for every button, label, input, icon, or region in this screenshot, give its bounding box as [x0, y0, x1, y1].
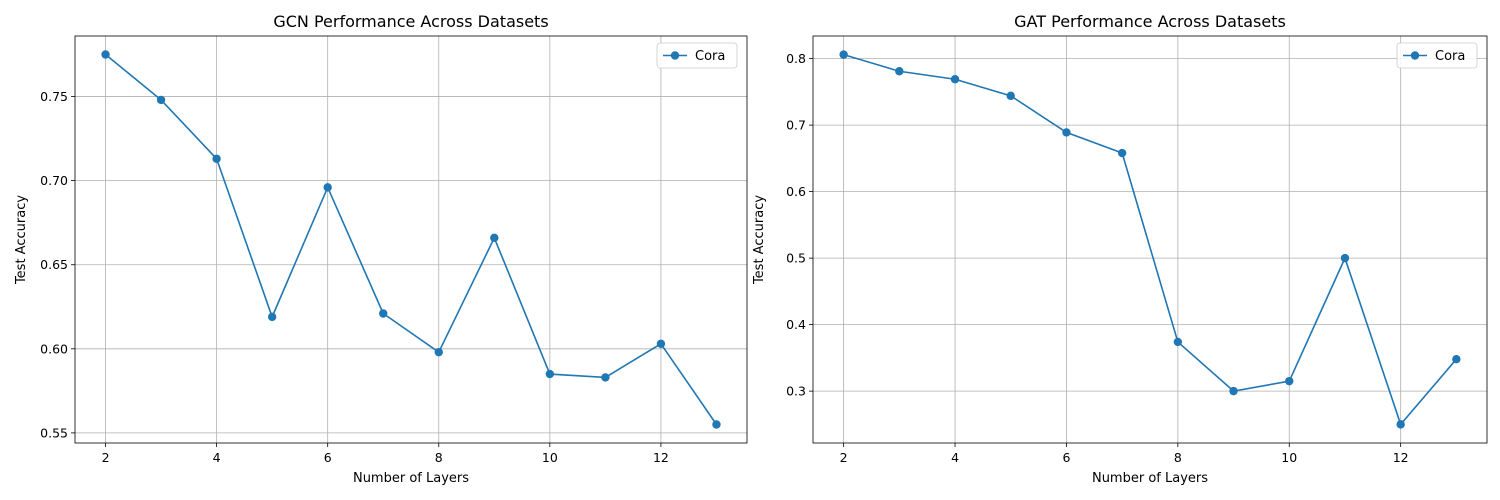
data-point [1285, 376, 1294, 386]
plot-frame [812, 35, 1488, 444]
data-point [545, 369, 555, 379]
x-tick-label: 10 [542, 450, 558, 465]
x-tick-label: 8 [1174, 450, 1182, 465]
plot-frame [74, 35, 748, 444]
legend-box [656, 42, 738, 69]
y-tick-label: 0.3 [786, 384, 806, 399]
x-tick-label: 12 [1393, 450, 1409, 465]
y-tick-label: 0.75 [40, 89, 68, 104]
x-tick-label: 2 [102, 450, 110, 465]
x-tick-label: 8 [435, 450, 443, 465]
data-point [712, 420, 721, 429]
y-axis-label: Test Accuracy [752, 195, 767, 285]
y-tick-label: 0.70 [40, 173, 68, 188]
data-point [895, 67, 904, 76]
x-axis-label: Number of Layers [1092, 471, 1208, 486]
y-tick-label: 0.4 [786, 317, 806, 332]
x-tick-label: 12 [653, 450, 669, 465]
x-tick-label: 4 [213, 450, 221, 465]
data-point [156, 95, 166, 105]
legend-marker [670, 51, 680, 60]
y-tick-label: 0.7 [786, 118, 806, 133]
data-point [101, 50, 110, 59]
data-point [1062, 128, 1071, 137]
y-tick-label: 0.6 [786, 184, 806, 199]
data-point [323, 183, 332, 192]
y-tick-label: 0.5 [786, 251, 806, 266]
legend-label: Cora [695, 49, 725, 64]
x-axis-label: Number of Layers [353, 471, 469, 486]
data-point [1006, 91, 1015, 101]
data-point [1117, 148, 1127, 158]
y-tick-label: 0.8 [786, 51, 806, 66]
data-point [267, 312, 277, 322]
data-point [1340, 253, 1350, 263]
data-point [601, 373, 610, 382]
y-tick-label: 0.65 [40, 257, 68, 272]
data-point [839, 50, 848, 59]
x-tick-label: 2 [840, 450, 848, 465]
chart-gat: GAT Performance Across Datasets 2 4 6 8 10 12 0… [752, 12, 1488, 486]
chart-gcn: GCN Performance Across Datasets 2 4 6 8 10 12 0… [14, 12, 748, 486]
series-line [105, 53, 718, 425]
data-point [379, 309, 388, 318]
chart-title: GCN Performance Across Datasets [273, 12, 548, 31]
data-point [1173, 337, 1183, 347]
y-axis-label: Test Accuracy [14, 195, 29, 285]
x-tick-label: 6 [1062, 450, 1070, 465]
y-tick-label: 0.60 [40, 341, 68, 356]
data-point [656, 339, 666, 348]
series-line [843, 53, 1457, 426]
legend-marker [1410, 51, 1420, 60]
legend-label: Cora [1435, 49, 1465, 64]
data-point [950, 75, 960, 84]
x-tick-label: 6 [324, 450, 332, 465]
y-tick-label: 0.55 [40, 425, 68, 440]
data-point [434, 347, 443, 357]
data-point [1396, 420, 1405, 429]
legend-box [1396, 42, 1478, 69]
x-tick-label: 10 [1281, 450, 1297, 465]
data-point [212, 154, 221, 163]
x-tick-label: 4 [951, 450, 959, 465]
data-point [490, 233, 499, 243]
chart-title: GAT Performance Across Datasets [1014, 12, 1286, 31]
data-point [1229, 386, 1238, 396]
data-point [1452, 355, 1461, 364]
